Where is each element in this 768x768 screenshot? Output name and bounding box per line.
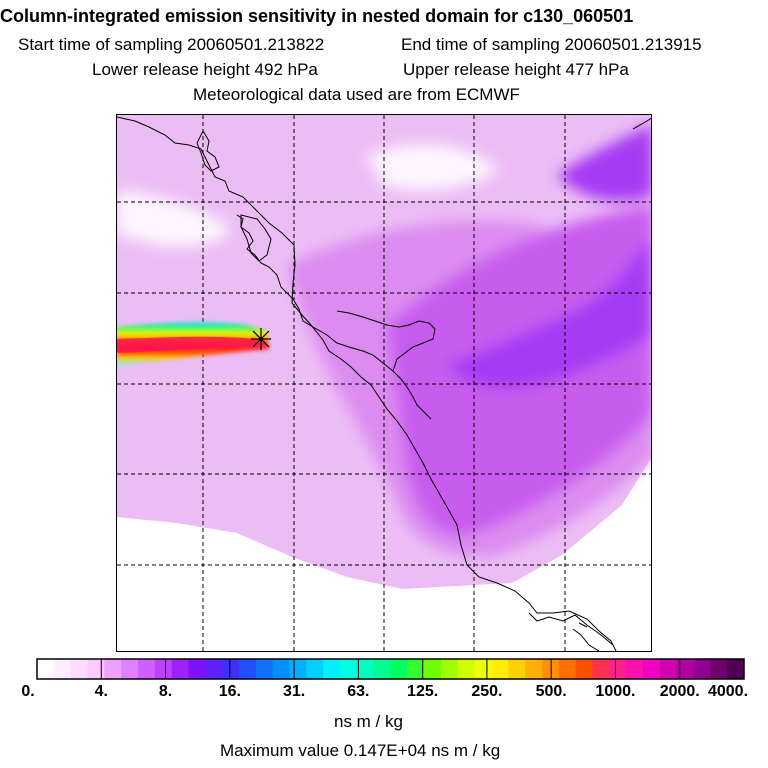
field-white-patch <box>367 144 497 190</box>
end-time-label: End time of sampling 20060501.213915 <box>401 35 702 54</box>
color-scale-swatch <box>104 659 122 679</box>
color-scale-tick-label: 250. <box>471 683 503 700</box>
color-scale-tick-label: 500. <box>535 683 567 700</box>
color-scale-tick-label: 31. <box>282 683 306 700</box>
color-scale-swatch <box>188 659 206 679</box>
color-scale-swatch <box>525 659 543 679</box>
color-scale-swatch <box>171 659 189 679</box>
color-scale-swatch <box>626 659 644 679</box>
field-deep <box>557 125 651 201</box>
color-scale-swatch <box>356 659 375 679</box>
color-scale-swatch <box>542 659 560 679</box>
color-scale-swatch <box>53 659 72 679</box>
color-scale-swatch <box>390 659 408 679</box>
color-scale-swatch <box>407 659 425 679</box>
color-scale-swatch <box>255 659 274 679</box>
coastline-ne <box>632 117 651 130</box>
meteorological-source-label: Meteorological data used are from ECMWF <box>193 85 520 104</box>
color-scale-swatch <box>222 659 240 679</box>
color-scale-swatch <box>205 659 223 679</box>
color-scale-tick-label: 4000. <box>707 683 749 700</box>
color-scale-swatch <box>491 659 509 679</box>
coastline-island <box>196 129 220 172</box>
color-scale-swatch <box>659 659 678 679</box>
color-scale-tick-label: 8. <box>158 683 173 700</box>
coastline <box>117 116 651 651</box>
color-scale-swatch <box>87 659 105 679</box>
color-scale-tick-label: 0. <box>21 683 35 700</box>
color-scale-swatch <box>457 659 476 679</box>
maximum-value-label: Maximum value 0.147E+04 ns m / kg <box>220 741 501 760</box>
lower-release-height-label: Lower release height 492 hPa <box>92 60 318 79</box>
color-scale-swatch <box>373 659 391 679</box>
color-scale-tick-label: 63. <box>347 683 370 700</box>
color-scale-swatch <box>121 659 139 679</box>
color-scale-swatch <box>575 659 593 679</box>
map-canvas <box>117 115 651 651</box>
color-scale-swatch <box>424 659 442 679</box>
color-scale-swatch <box>70 659 88 679</box>
coastline-island <box>240 214 272 262</box>
coastline-north <box>117 116 617 651</box>
color-scale-tick-label: 4. <box>94 683 108 700</box>
color-scale-swatch <box>37 659 55 679</box>
color-scale-swatch <box>727 659 745 679</box>
color-scale-tick-label: 2000. <box>659 683 700 700</box>
emission-plume <box>117 322 269 365</box>
coastline-south <box>528 612 614 646</box>
color-scale-swatch <box>289 659 307 679</box>
color-scale-swatch <box>609 659 627 679</box>
color-scale-swatch <box>154 659 173 679</box>
color-scale-swatch <box>710 659 728 679</box>
color-scale-swatch <box>138 659 156 679</box>
lat-lon-grid <box>117 115 651 651</box>
color-scale-swatch <box>340 659 358 679</box>
units-label: ns m / kg <box>334 712 403 731</box>
sensitivity-map <box>116 114 652 652</box>
release-point-marker <box>251 328 271 350</box>
field-white-patch <box>117 190 229 247</box>
color-scale-swatch <box>306 659 324 679</box>
color-scale-frame <box>36 658 745 680</box>
color-scale-swatch <box>474 659 492 679</box>
color-scale-swatch <box>239 659 257 679</box>
field-deep <box>447 237 651 388</box>
color-scale-swatch <box>441 659 459 679</box>
color-scale-swatch <box>558 659 577 679</box>
color-scale-swatch <box>643 659 661 679</box>
color-scale-swatch <box>693 659 711 679</box>
color-scale-tick-label: 125. <box>407 683 439 700</box>
coastline-southeast <box>572 622 600 651</box>
color-scale-swatch <box>323 659 341 679</box>
color-scale-swatch <box>508 659 526 679</box>
start-time-label: Start time of sampling 20060501.213822 <box>18 35 325 54</box>
color-scale-swatch <box>592 659 610 679</box>
color-scale-tick-label: 1000. <box>595 683 636 700</box>
color-scale-swatch <box>676 659 694 679</box>
color-scale-tick-label: 16. <box>218 683 241 700</box>
plot-title: Column-integrated emission sensitivity i… <box>0 6 634 26</box>
sensitivity-field <box>117 115 651 589</box>
upper-release-height-label: Upper release height 477 hPa <box>403 60 629 79</box>
color-scale-swatch <box>272 659 290 679</box>
coastline-gulf <box>336 310 436 372</box>
